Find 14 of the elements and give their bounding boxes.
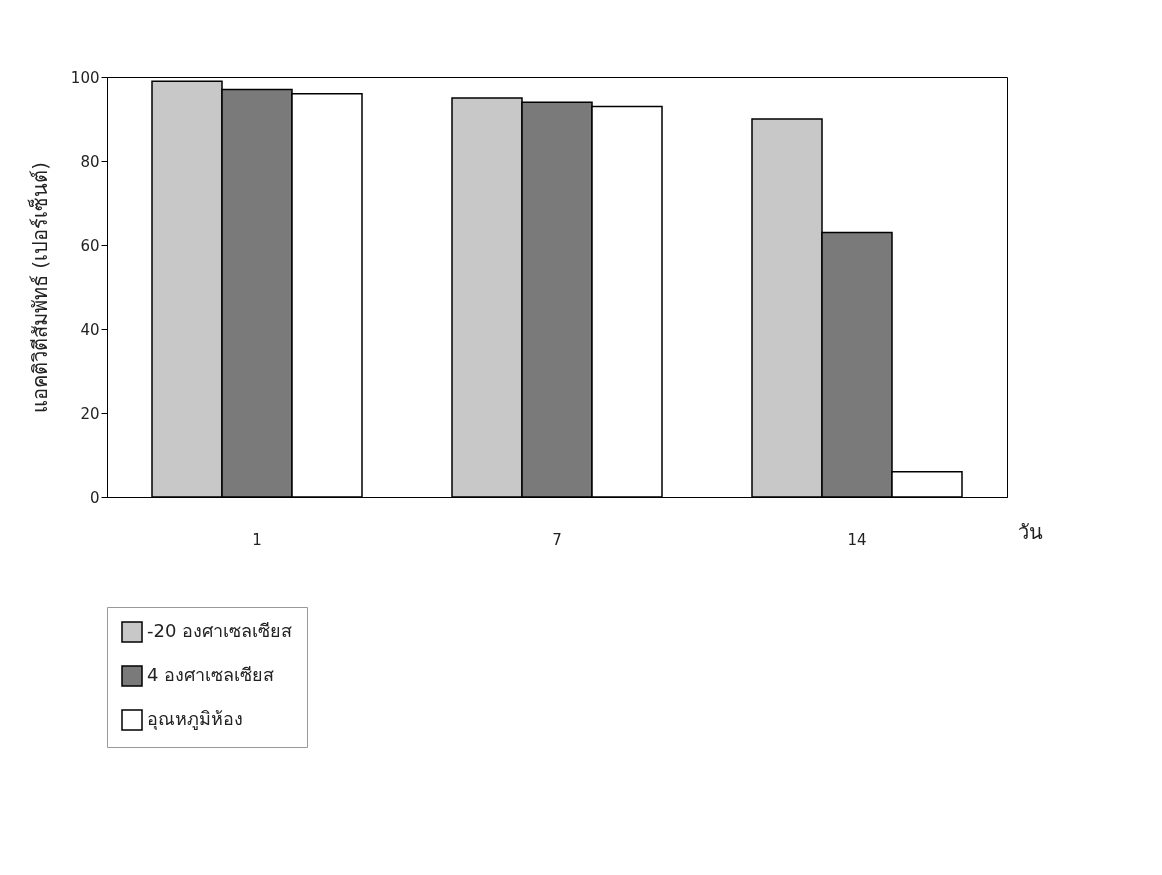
legend-label: อุณหภูมิห้อง bbox=[147, 708, 243, 730]
y-axis-title: แอคติวิตีสัมพัทธ์ (เปอร์เซ็นต์) bbox=[26, 162, 52, 413]
y-tick-label: 60 bbox=[80, 236, 100, 255]
y-tick-label: 100 bbox=[70, 68, 100, 87]
y-tick-label: 40 bbox=[80, 320, 100, 339]
x-tick-label: 7 bbox=[552, 530, 562, 549]
y-tick-label: 80 bbox=[80, 152, 100, 171]
x-axis-title: วัน bbox=[1017, 519, 1043, 544]
y-tick-label: 0 bbox=[89, 488, 100, 507]
x-tick-label: 14 bbox=[847, 530, 867, 549]
y-tick-label: 20 bbox=[80, 404, 100, 423]
x-tick-label: 1 bbox=[252, 530, 262, 549]
legend-label: -20 องศาเซลเซียส bbox=[147, 620, 293, 641]
legend-label: 4 องศาเซลเซียส bbox=[147, 664, 275, 685]
